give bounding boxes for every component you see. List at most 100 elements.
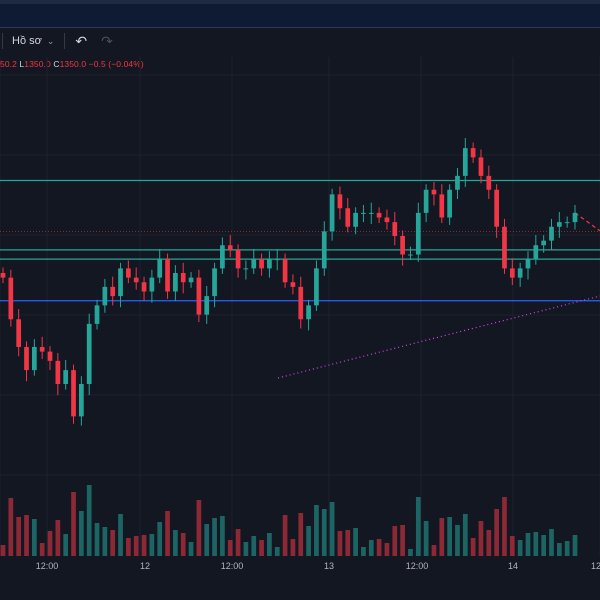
time-axis-label: 12:00 <box>406 561 429 571</box>
volume-bar <box>321 509 327 556</box>
volume-bar <box>149 534 155 556</box>
candle-body <box>8 277 14 320</box>
volume-bar <box>110 530 116 556</box>
volume-bar <box>376 539 382 556</box>
candle-body <box>282 259 288 283</box>
volume-bar <box>24 515 29 556</box>
candle-body <box>47 351 53 361</box>
volume-bar <box>259 540 264 556</box>
volume-bar <box>212 518 217 556</box>
volume-bar <box>188 542 194 556</box>
candle-body <box>447 189 452 218</box>
time-axis-label: 12 <box>140 561 150 571</box>
candle-body <box>0 273 6 278</box>
chart-toolbar: Hồ sơ ⌄ ↶ ↷ <box>0 28 600 54</box>
candle-body <box>306 305 311 320</box>
candle-body <box>204 296 210 315</box>
candle-body <box>31 347 37 371</box>
chevron-down-icon: ⌄ <box>46 35 55 46</box>
candle-body <box>173 273 178 292</box>
candle-body <box>439 194 445 218</box>
ohlc-legend: 50.2 L1350.0 C1350.0 −0.5 (−0.04%) <box>0 59 144 69</box>
candle-body <box>86 323 92 384</box>
volume-bar <box>267 533 272 556</box>
volume-bar <box>392 526 398 556</box>
volume-bar <box>196 500 202 556</box>
volume-bar <box>337 531 343 556</box>
volume-bar <box>141 535 147 556</box>
chart-grid <box>0 57 600 556</box>
candlestick-series <box>0 137 578 426</box>
candle-body <box>165 259 170 292</box>
candle-body <box>517 268 523 278</box>
time-axis: 12:00 12 12:00 13 12:00 14 12 <box>36 561 600 571</box>
undo-icon[interactable]: ↶ <box>75 32 88 49</box>
volume-bar <box>204 524 210 556</box>
candle-body <box>400 236 405 255</box>
volume-bar <box>415 497 421 556</box>
candle-body <box>157 259 163 278</box>
volume-bar <box>431 545 437 556</box>
time-axis-label: 12:00 <box>36 561 59 571</box>
volume-bar <box>290 539 296 556</box>
volume-bar <box>118 514 123 556</box>
volume-bar <box>251 536 257 556</box>
projection-line <box>574 212 600 232</box>
candle-body <box>212 268 217 297</box>
volume-bar <box>509 536 515 556</box>
volume-bar <box>235 529 241 556</box>
volume-bar <box>8 498 14 556</box>
legend-low-label: L <box>19 59 25 69</box>
volume-bar <box>71 492 76 556</box>
volume-bar <box>63 534 69 556</box>
candle-body <box>133 277 139 283</box>
candle-body <box>16 319 22 347</box>
candle-body <box>235 249 241 269</box>
candle-body <box>180 273 186 283</box>
volume-bar <box>572 535 578 556</box>
volume-bar <box>16 517 22 556</box>
volume-bar <box>220 516 225 556</box>
volume-bar <box>400 525 405 556</box>
candle-body <box>220 245 225 269</box>
candle-body <box>314 268 319 306</box>
candle-body <box>455 175 460 190</box>
candle-body <box>196 277 202 315</box>
candle-body <box>345 208 351 227</box>
candle-body <box>470 148 476 158</box>
candle-body <box>509 268 515 278</box>
candle-body <box>149 277 155 292</box>
candle-body <box>110 286 116 297</box>
volume-bar <box>368 540 374 556</box>
trend-line <box>277 295 600 379</box>
volume-bar <box>79 511 84 556</box>
volume-bar <box>86 485 92 556</box>
volume-bar <box>462 514 468 556</box>
volume-bar <box>94 523 100 556</box>
candle-body <box>408 254 413 256</box>
time-axis-label: 12 <box>591 561 600 571</box>
volume-bar <box>423 521 429 556</box>
redo-icon[interactable]: ↷ <box>101 32 113 49</box>
volume-bar <box>345 530 351 556</box>
candle-body <box>556 222 562 227</box>
top-header-bar <box>0 0 600 28</box>
time-axis-label: 12:00 <box>221 561 244 571</box>
candle-body <box>267 259 272 269</box>
candle-body <box>126 268 131 278</box>
candle-body <box>478 157 484 176</box>
candle-body <box>290 282 296 287</box>
volume-bar <box>408 549 413 556</box>
candle-body <box>376 212 382 218</box>
volume-bar <box>165 511 170 556</box>
candle-body <box>102 286 108 306</box>
profile-menu-button[interactable]: Hồ sơ ⌄ <box>12 35 54 47</box>
candle-body <box>549 226 554 241</box>
candle-body <box>329 194 335 232</box>
volume-bar <box>361 547 366 556</box>
volume-bar <box>39 543 45 556</box>
volume-bar <box>274 547 280 556</box>
volume-bar <box>447 517 452 556</box>
candle-body <box>353 212 358 227</box>
